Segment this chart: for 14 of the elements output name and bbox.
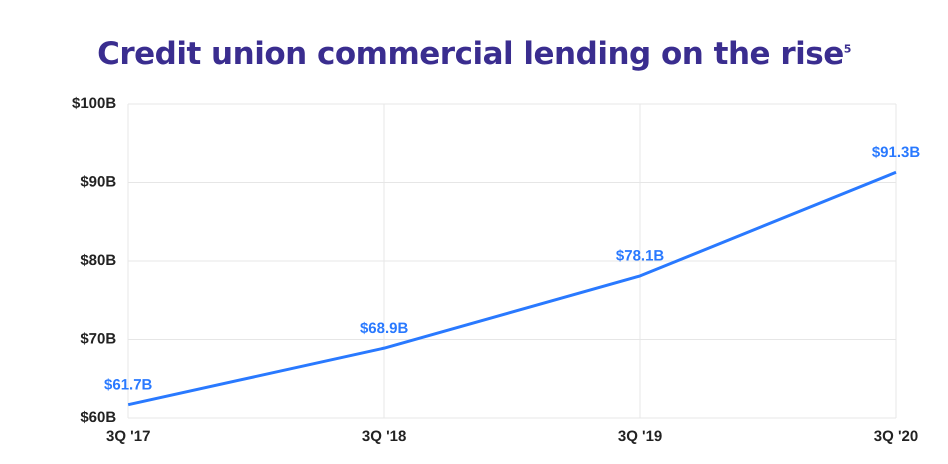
data-label: $78.1B bbox=[616, 248, 664, 265]
y-tick-label: $80B bbox=[80, 252, 116, 270]
y-tick-label: $100B bbox=[72, 95, 116, 112]
x-tick-label: 3Q '18 bbox=[362, 428, 406, 446]
data-label: $91.3B bbox=[872, 144, 920, 161]
x-tick-label: 3Q '19 bbox=[618, 428, 662, 446]
y-tick-label: $90B bbox=[80, 174, 116, 191]
y-tick-label: $60B bbox=[80, 409, 116, 426]
y-tick-label: $70B bbox=[80, 330, 116, 348]
chart-title: Credit union commercial lending on the rise$^{5}$ bbox=[96, 36, 852, 72]
x-tick-label: 3Q '17 bbox=[106, 428, 150, 446]
data-label: $61.7B bbox=[104, 376, 153, 394]
x-tick-label: 3Q '20 bbox=[874, 428, 918, 446]
data-label: $68.9B bbox=[360, 320, 408, 337]
